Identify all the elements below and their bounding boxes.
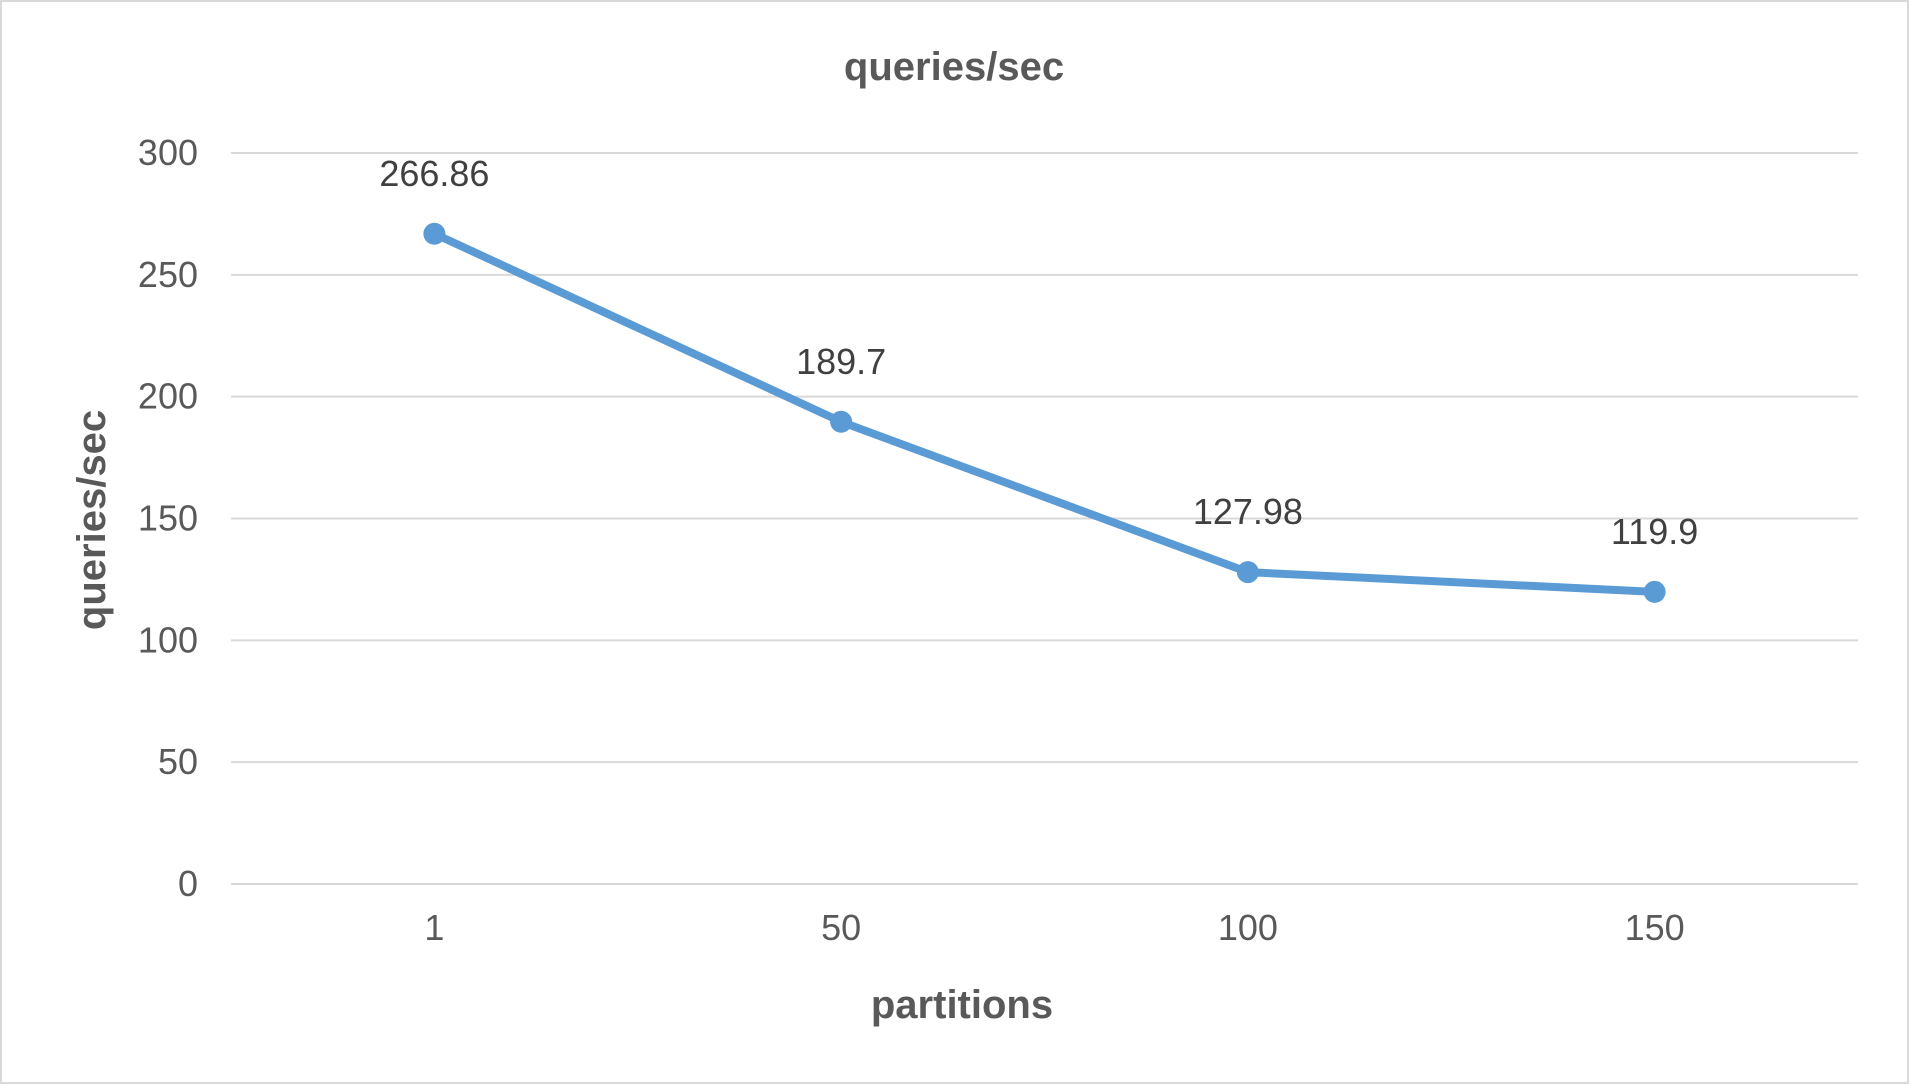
x-tick-label: 150 (1625, 907, 1685, 948)
gridlines (231, 152, 1858, 885)
data-label: 119.9 (1611, 511, 1698, 552)
y-tick-label: 100 (138, 619, 198, 660)
y-tick-label: 200 (138, 376, 198, 417)
y-tick-label: 300 (138, 132, 198, 173)
y-tick-label: 250 (138, 254, 198, 295)
y-axis-title: queries/sec (70, 410, 114, 630)
data-point (1236, 561, 1259, 584)
series (423, 222, 1666, 603)
chart-title: queries/sec (844, 45, 1064, 89)
data-label: 127.98 (1193, 491, 1303, 532)
x-tick-label: 50 (821, 907, 861, 948)
x-tick-label: 1 (424, 907, 444, 948)
x-axis-title: partitions (871, 983, 1053, 1027)
data-point (830, 410, 853, 433)
data-label: 189.7 (796, 341, 886, 382)
data-point (423, 222, 446, 245)
y-tick-label: 50 (158, 741, 198, 782)
y-tick-label: 0 (178, 863, 198, 904)
data-point (1643, 580, 1666, 603)
y-axis-ticks: 0 50 100 150 200 250 300 (138, 132, 198, 904)
x-axis-ticks: 1 50 100 150 (424, 907, 1684, 948)
x-tick-label: 100 (1218, 907, 1278, 948)
series-line (430, 229, 1659, 596)
data-labels: 266.86 189.7 127.98 119.9 (379, 153, 1698, 552)
data-label: 266.86 (379, 153, 489, 194)
y-tick-label: 150 (138, 498, 198, 539)
